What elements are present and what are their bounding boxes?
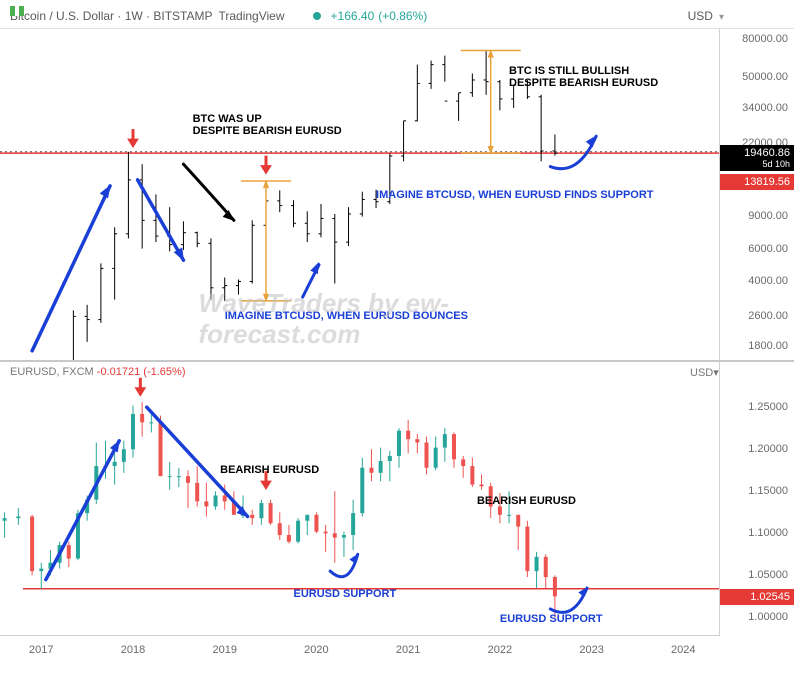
btc-yaxis[interactable]: 80000.0050000.0034000.0022000.009000.006… [719, 29, 794, 361]
chevron-down-icon: ▾ [719, 12, 724, 23]
xtick-label: 2018 [121, 644, 145, 656]
status-dot-icon [313, 12, 321, 20]
time-axis[interactable]: 2017 2018 2019 2020 2021 2022 2023 2024 [0, 635, 720, 662]
source-label[interactable]: TradingView [218, 9, 284, 23]
flag-icon [289, 11, 303, 21]
ytick-label: 6000.00 [748, 243, 788, 255]
xtick-label: 2024 [671, 644, 695, 656]
price-change-pct: (+0.86%) [378, 9, 427, 23]
ytick-label: 80000.00 [742, 33, 788, 45]
annotation: BEARISH EURUSD [477, 495, 576, 508]
symbol-title[interactable]: Bitcoin / U.S. Dollar · 1W · BITSTAMP [10, 9, 212, 23]
ytick-label: 1.15000 [748, 485, 788, 497]
eur-yaxis[interactable]: 1.25000 1.20000 1.15000 1.10000 1.05000 1.000… [719, 362, 794, 636]
currency-label[interactable]: USD▾ [688, 9, 724, 23]
eurusd-panel[interactable]: EURUSD, FXCM -0.01721 (-1.65%) USD▾ BEAR… [0, 360, 794, 662]
annotation: BTC IS STILL BULLISHDESPITE BEARISH EURU… [509, 65, 658, 90]
btc-plot-area[interactable]: BTC WAS UPDESPITE BEARISH EURUSD IMAGINE … [0, 29, 720, 361]
ytick-label: 9000.00 [748, 210, 788, 222]
ytick-label: 34000.00 [742, 102, 788, 114]
annotation: EURUSD SUPPORT [294, 588, 397, 601]
annotation: BEARISH EURUSD [220, 464, 319, 477]
btc-panel[interactable]: BTC WAS UPDESPITE BEARISH EURUSD IMAGINE … [0, 28, 794, 361]
eur-plot-area[interactable]: BEARISH EURUSD EURUSD SUPPORT BEARISH EURU… [0, 362, 720, 636]
annotation: BTC WAS UPDESPITE BEARISH EURUSD [193, 113, 342, 138]
chart-header: Bitcoin / U.S. Dollar · 1W · BITSTAMP Tr… [10, 6, 784, 26]
chart-container: Bitcoin / U.S. Dollar · 1W · BITSTAMP Tr… [0, 0, 794, 698]
ytick-label: 50000.00 [742, 71, 788, 83]
xtick-label: 2023 [579, 644, 603, 656]
xtick-label: 2021 [396, 644, 420, 656]
price-tag-level: 1.02545 [720, 589, 794, 605]
price-tag-level: 13819.56 [720, 174, 794, 190]
xtick-label: 2022 [488, 644, 512, 656]
annotation: IMAGINE BTCUSD, WHEN EURUSD FINDS SUPPOR… [376, 189, 653, 202]
price-tag-current: 19460.865d 10h [720, 145, 794, 171]
ytick-label: 1.00000 [748, 611, 788, 623]
ytick-label: 1.25000 [748, 401, 788, 413]
ytick-label: 2600.00 [748, 310, 788, 322]
ytick-label: 4000.00 [748, 275, 788, 287]
annotation: EURUSD SUPPORT [500, 613, 603, 626]
ytick-label: 1.20000 [748, 443, 788, 455]
ytick-label: 1800.00 [748, 340, 788, 352]
annotation: IMAGINE BTCUSD, WHEN EURUSD BOUNCES [225, 310, 468, 323]
xtick-label: 2020 [304, 644, 328, 656]
xtick-label: 2017 [29, 644, 53, 656]
ytick-label: 1.10000 [748, 527, 788, 539]
price-change: +166.40 [331, 9, 375, 23]
xtick-label: 2019 [212, 644, 236, 656]
ytick-label: 1.05000 [748, 569, 788, 581]
